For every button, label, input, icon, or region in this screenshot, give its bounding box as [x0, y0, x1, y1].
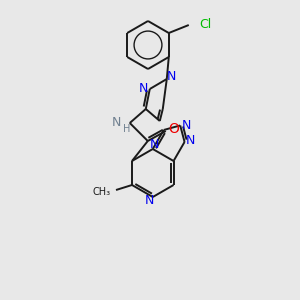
Text: N: N [182, 119, 191, 132]
Text: N: N [186, 134, 195, 147]
Text: H: H [123, 124, 130, 134]
Text: N: N [150, 139, 160, 152]
Text: N: N [111, 116, 121, 128]
Text: O: O [168, 122, 179, 136]
Text: Cl: Cl [199, 19, 211, 32]
Text: N: N [145, 194, 154, 208]
Text: N: N [139, 82, 148, 94]
Text: CH₃: CH₃ [93, 187, 111, 197]
Text: N: N [167, 70, 176, 83]
